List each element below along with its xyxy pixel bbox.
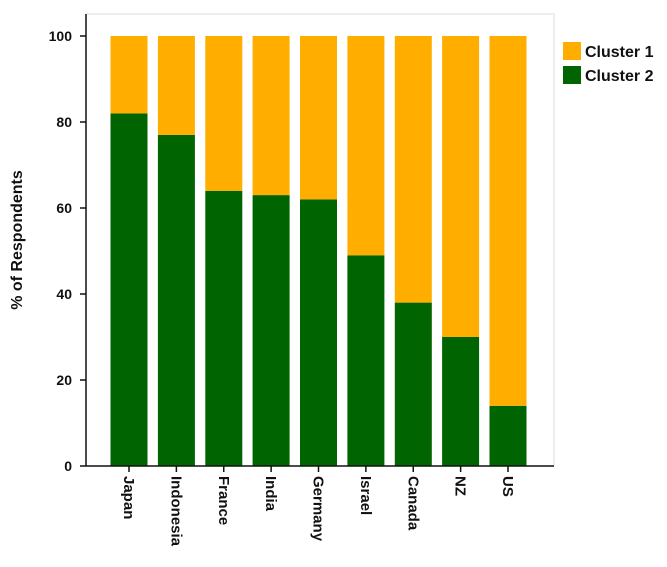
bar-cluster2-nz	[442, 337, 480, 466]
x-tick-label-germany: Germany	[310, 476, 327, 542]
legend-swatch-cluster-1	[563, 42, 581, 60]
bar-cluster2-germany	[300, 199, 337, 466]
legend-label-cluster-1: Cluster 1	[585, 44, 654, 61]
y-tick-label-20: 20	[56, 372, 72, 388]
y-tick-label-100: 100	[49, 28, 73, 44]
y-ticks-layer: 0 20 40 60 80 100	[49, 28, 86, 474]
bar-cluster2-canada	[394, 302, 432, 466]
bar-cluster1-japan	[110, 36, 148, 114]
y-tick-label-80: 80	[56, 114, 72, 130]
bar-cluster1-france	[205, 36, 243, 191]
legend-swatch-cluster-2	[563, 66, 581, 84]
bar-cluster2-indonesia	[157, 134, 195, 466]
x-tick-label-us: US	[499, 476, 516, 497]
x-tick-label-canada: Canada	[404, 476, 421, 531]
y-tick-label-0: 0	[64, 458, 72, 474]
bar-cluster2-japan	[110, 113, 148, 467]
bar-cluster2-india	[252, 195, 290, 466]
x-tick-label-india: India	[262, 476, 279, 512]
legend: Cluster 1 Cluster 2	[563, 42, 654, 85]
legend-label-cluster-2: Cluster 2	[585, 68, 654, 85]
bars-layer	[110, 36, 527, 467]
bar-cluster1-israel	[347, 36, 385, 256]
y-axis-title: % of Respondents	[9, 170, 26, 310]
bar-cluster1-germany	[300, 36, 337, 200]
bar-cluster1-indonesia	[157, 36, 195, 135]
bar-cluster2-israel	[347, 255, 385, 466]
bar-cluster2-us	[489, 405, 527, 466]
x-tick-label-japan: Japan	[120, 476, 137, 519]
x-labels-layer: Japan Indonesia France India Germany Israel Ca…	[120, 466, 516, 547]
x-tick-label-indonesia: Indonesia	[167, 476, 184, 547]
y-tick-label-40: 40	[56, 286, 72, 302]
x-tick-label-israel: Israel	[357, 476, 374, 515]
bar-cluster1-us	[489, 36, 527, 406]
bar-cluster1-nz	[442, 36, 480, 337]
x-tick-label-nz: NZ	[452, 476, 469, 496]
bar-cluster1-canada	[394, 36, 432, 303]
bar-cluster2-france	[205, 190, 243, 467]
x-tick-label-france: France	[215, 476, 232, 525]
bar-cluster1-india	[252, 36, 290, 196]
y-tick-label-60: 60	[56, 200, 72, 216]
